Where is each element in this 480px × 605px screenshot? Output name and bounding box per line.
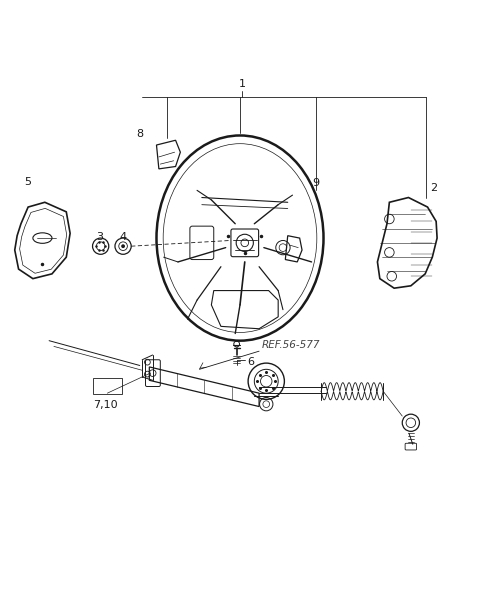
Text: 9: 9	[312, 178, 319, 188]
Text: REF.56-577: REF.56-577	[262, 341, 320, 350]
Text: 1: 1	[239, 79, 246, 89]
Text: 8: 8	[136, 129, 144, 139]
Text: 6: 6	[247, 357, 254, 367]
Text: 4: 4	[119, 232, 126, 241]
Text: 3: 3	[96, 232, 104, 241]
Text: 5: 5	[24, 177, 31, 187]
Text: 2: 2	[430, 183, 437, 193]
Circle shape	[121, 244, 125, 248]
Text: 7,10: 7,10	[93, 400, 118, 410]
